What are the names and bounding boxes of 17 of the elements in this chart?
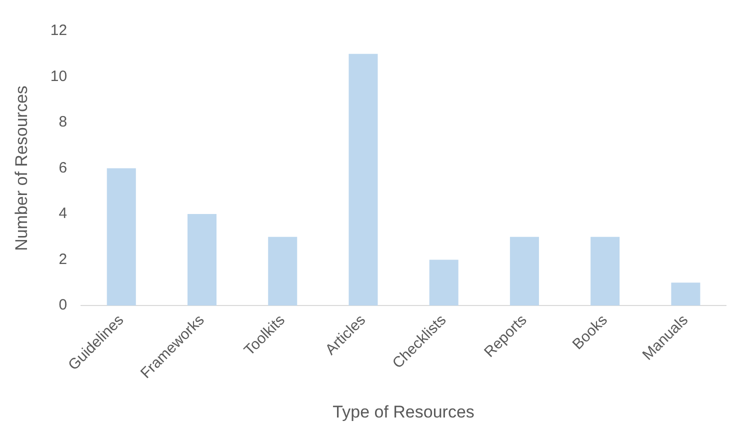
y-tick-label: 4: [58, 205, 68, 222]
bar: [671, 282, 700, 306]
y-tick-label: 0: [58, 296, 68, 314]
bar: [348, 54, 378, 306]
bar: [268, 236, 298, 306]
bar: [510, 236, 539, 306]
bar: [187, 214, 217, 306]
bar: [106, 168, 136, 306]
y-tick-label: 8: [58, 114, 68, 131]
y-tick-label: 2: [58, 250, 68, 268]
bar: [590, 236, 620, 306]
y-tick-label: 10: [50, 68, 68, 85]
y-tick-label: 12: [50, 22, 68, 40]
y-axis-title: Number of Resources: [12, 86, 31, 251]
x-axis-title: Type of Resources: [332, 402, 474, 422]
bar: [429, 260, 458, 306]
y-tick-label: 6: [58, 159, 68, 176]
